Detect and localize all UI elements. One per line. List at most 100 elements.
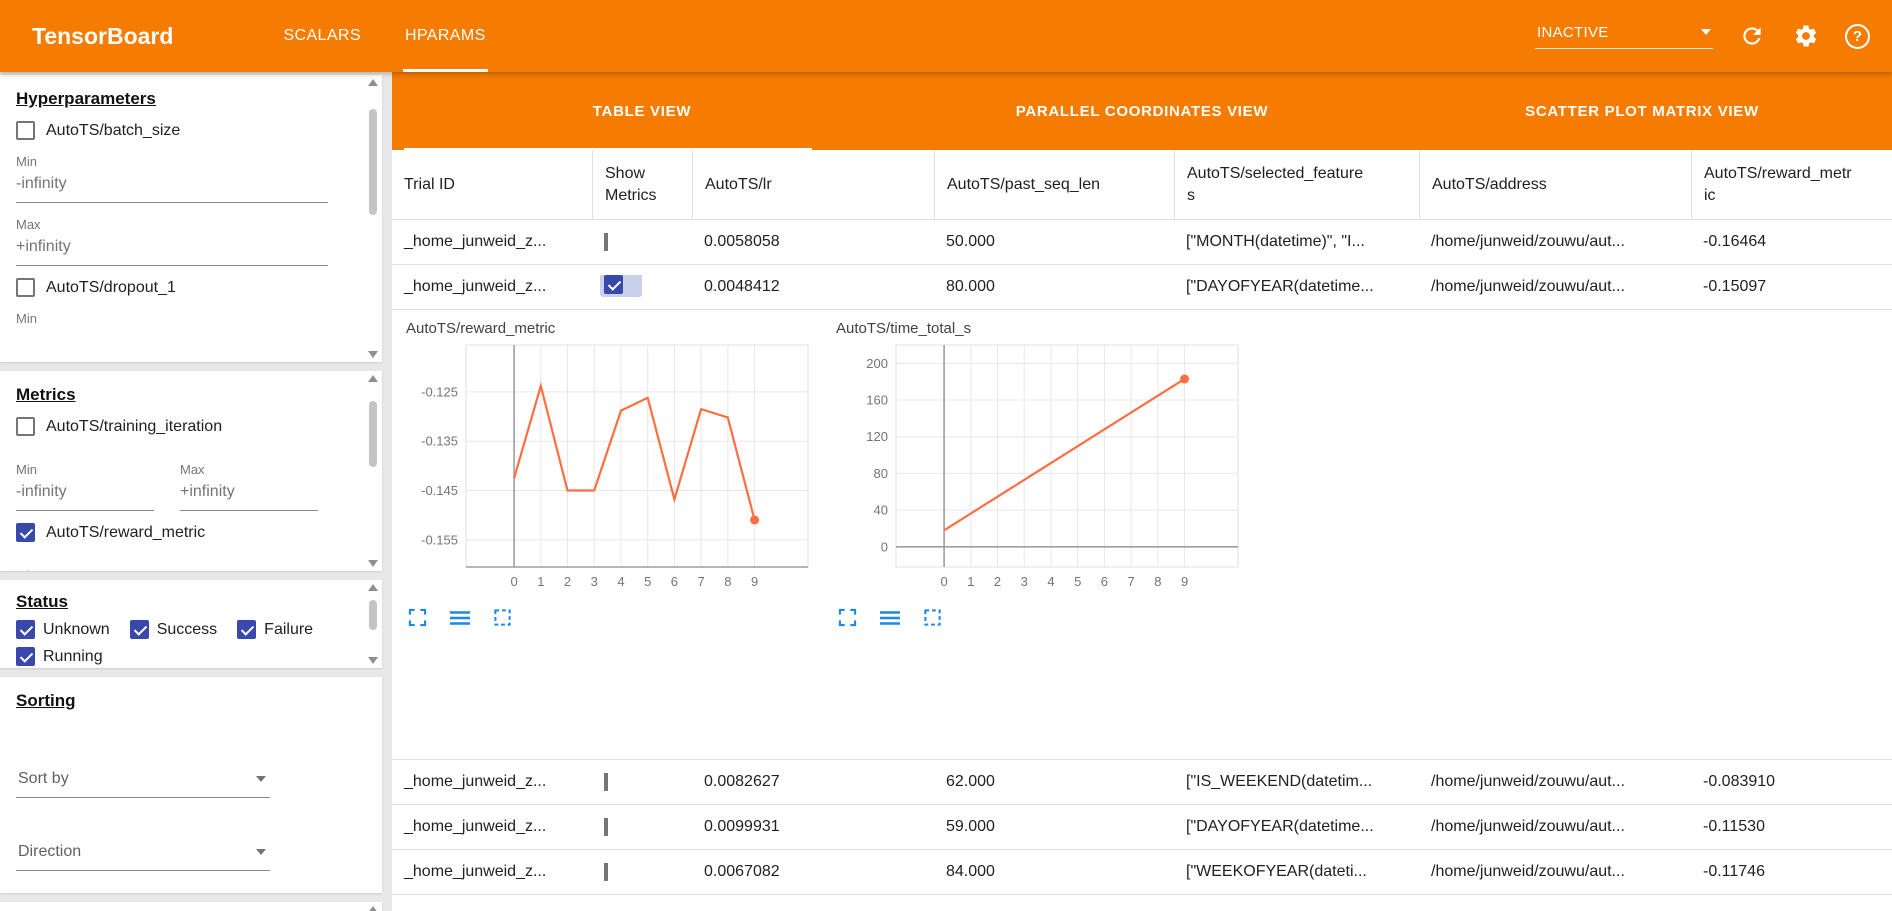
- col-show-metrics: Show Metrics: [592, 150, 692, 219]
- running-checkbox[interactable]: [16, 647, 35, 666]
- svg-text:8: 8: [724, 574, 731, 589]
- svg-text:7: 7: [698, 574, 705, 589]
- svg-text:200: 200: [866, 356, 888, 371]
- paging-scrollbar[interactable]: [367, 906, 379, 911]
- sidebar: Hyperparameters AutoTS/batch_size Min -i…: [0, 72, 392, 911]
- sort-by-select[interactable]: Sort by: [16, 765, 270, 798]
- unknown-checkbox[interactable]: [16, 620, 35, 639]
- show-metrics-checkbox[interactable]: [604, 233, 608, 251]
- svg-text:8: 8: [1154, 574, 1161, 589]
- chevron-down-icon: [256, 849, 266, 855]
- scroll-up-icon[interactable]: [368, 79, 378, 86]
- time-total-chart[interactable]: 0 1 2 3 4 5 6 7 8 9 0 40 80 120 160 200: [834, 339, 1246, 597]
- svg-text:120: 120: [866, 429, 888, 444]
- svg-text:40: 40: [874, 503, 888, 518]
- svg-text:5: 5: [1074, 574, 1081, 589]
- hparam-batch-size-row: AutoTS/batch_size: [16, 121, 366, 140]
- app-title: TensorBoard: [32, 22, 174, 49]
- tab-parallel-coordinates-view[interactable]: PARALLEL COORDINATES VIEW: [1015, 102, 1269, 120]
- tab-table-view[interactable]: TABLE VIEW: [392, 72, 892, 150]
- max-input[interactable]: +infinity: [16, 232, 328, 266]
- nav-tab-hparams[interactable]: HPARAMS: [383, 0, 508, 72]
- past-seq-len-cell: 50.000: [946, 233, 995, 250]
- lr-cell: 0.0058058: [704, 233, 780, 250]
- show-metrics-checkbox[interactable]: [604, 863, 608, 881]
- failure-checkbox[interactable]: [237, 620, 257, 639]
- direction-select[interactable]: Direction: [16, 838, 270, 871]
- hyperparameters-heading: Hyperparameters: [16, 89, 156, 108]
- fit-domain-icon[interactable]: [493, 608, 512, 627]
- show-metrics-cell: [592, 275, 692, 299]
- app-header: TensorBoard SCALARS HPARAMS INACTIVE ?: [0, 0, 1892, 72]
- svg-text:-0.145: -0.145: [421, 483, 458, 498]
- refresh-icon[interactable]: [1737, 21, 1767, 51]
- svg-text:2: 2: [564, 574, 571, 589]
- expand-chart-icon[interactable]: [838, 608, 857, 627]
- batch-size-label: AutoTS/batch_size: [46, 121, 181, 139]
- show-metrics-checkbox[interactable]: [604, 818, 608, 836]
- scroll-up-icon[interactable]: [368, 584, 378, 591]
- log-axis-icon[interactable]: [880, 610, 900, 626]
- nav-tab-scalars[interactable]: SCALARS: [283, 27, 361, 44]
- lr-cell: 0.0048412: [704, 278, 780, 295]
- scroll-up-icon[interactable]: [368, 906, 378, 911]
- metric-training-iteration-row: AutoTS/training_iteration: [16, 417, 366, 436]
- show-metrics-checkbox[interactable]: [604, 275, 623, 294]
- address-cell: /home/junweid/zouwu/aut...: [1431, 818, 1625, 835]
- reward-metric-chart[interactable]: 0 1 2 3 4 5 6 7 8 9 -0.125 -0.135 -0.145 -0.155: [404, 339, 816, 597]
- unknown-label: Unknown: [43, 620, 110, 638]
- log-axis-icon[interactable]: [450, 610, 470, 626]
- scrollbar-thumb[interactable]: [369, 600, 377, 630]
- time-total-chart-block: AutoTS/time_total_s 0 1 2 3 4 5 6 7 8 9 0 40 80 120 16…: [834, 320, 1248, 627]
- metrics-scrollbar[interactable]: [367, 375, 379, 567]
- tab-scatter-plot-matrix-view[interactable]: SCATTER PLOT MATRIX VIEW: [1525, 102, 1759, 120]
- status-scrollbar[interactable]: [367, 584, 379, 664]
- max-input[interactable]: +infinity: [180, 477, 318, 511]
- reload-status-value: INACTIVE: [1537, 23, 1609, 41]
- col-lr: AutoTS/lr: [692, 150, 934, 219]
- reward-metric-checkbox[interactable]: [16, 523, 35, 542]
- trial-id-cell: _home_junweid_z...: [404, 773, 547, 790]
- status-unknown: Unknown: [16, 620, 110, 639]
- svg-text:-0.155: -0.155: [421, 532, 458, 547]
- svg-text:4: 4: [1047, 574, 1054, 589]
- min-input[interactable]: -infinity: [16, 477, 154, 511]
- col-past-seq-len: AutoTS/past_seq_len: [934, 150, 1174, 219]
- svg-text:2: 2: [994, 574, 1001, 589]
- svg-text:3: 3: [591, 574, 598, 589]
- hyperparameters-scrollbar[interactable]: [367, 79, 379, 358]
- lr-cell: 0.0082627: [704, 773, 780, 790]
- show-metrics-cell: [592, 233, 692, 251]
- gear-icon[interactable]: [1791, 21, 1821, 51]
- scroll-down-icon[interactable]: [368, 657, 378, 664]
- scroll-up-icon[interactable]: [368, 375, 378, 382]
- sort-by-value: Sort by: [18, 770, 69, 787]
- expand-chart-icon[interactable]: [408, 608, 427, 627]
- scrollbar-thumb[interactable]: [369, 401, 377, 467]
- training-iteration-checkbox[interactable]: [16, 417, 35, 436]
- svg-text:5: 5: [644, 574, 651, 589]
- show-metrics-checkbox[interactable]: [604, 773, 608, 791]
- min-label: Min: [16, 154, 37, 169]
- trial-id-cell: _home_junweid_z...: [404, 233, 547, 250]
- reward-metric-cell: -0.083910: [1703, 773, 1776, 790]
- direction-value: Direction: [18, 843, 82, 860]
- scroll-down-icon[interactable]: [368, 560, 378, 567]
- success-checkbox[interactable]: [129, 620, 149, 639]
- show-metrics-cell: [592, 818, 692, 836]
- status-failure: Failure: [237, 620, 313, 639]
- fit-domain-icon[interactable]: [923, 608, 942, 627]
- past-seq-len-cell: 84.000: [946, 863, 995, 880]
- help-icon[interactable]: ?: [1845, 23, 1870, 49]
- min-input[interactable]: -infinity: [16, 169, 328, 203]
- dropout-checkbox[interactable]: [16, 278, 35, 297]
- status-heading: Status: [16, 592, 68, 611]
- reload-status-dropdown[interactable]: INACTIVE: [1535, 24, 1713, 49]
- success-label: Success: [156, 620, 218, 638]
- scrollbar-thumb[interactable]: [369, 109, 377, 215]
- selected-features-cell: ["WEEKOFYEAR(dateti...: [1186, 863, 1367, 880]
- scroll-down-icon[interactable]: [368, 351, 378, 358]
- past-seq-len-cell: 80.000: [946, 278, 995, 295]
- metrics-section: Metrics AutoTS/training_iteration Min -i…: [0, 371, 382, 571]
- batch-size-checkbox[interactable]: [16, 121, 35, 140]
